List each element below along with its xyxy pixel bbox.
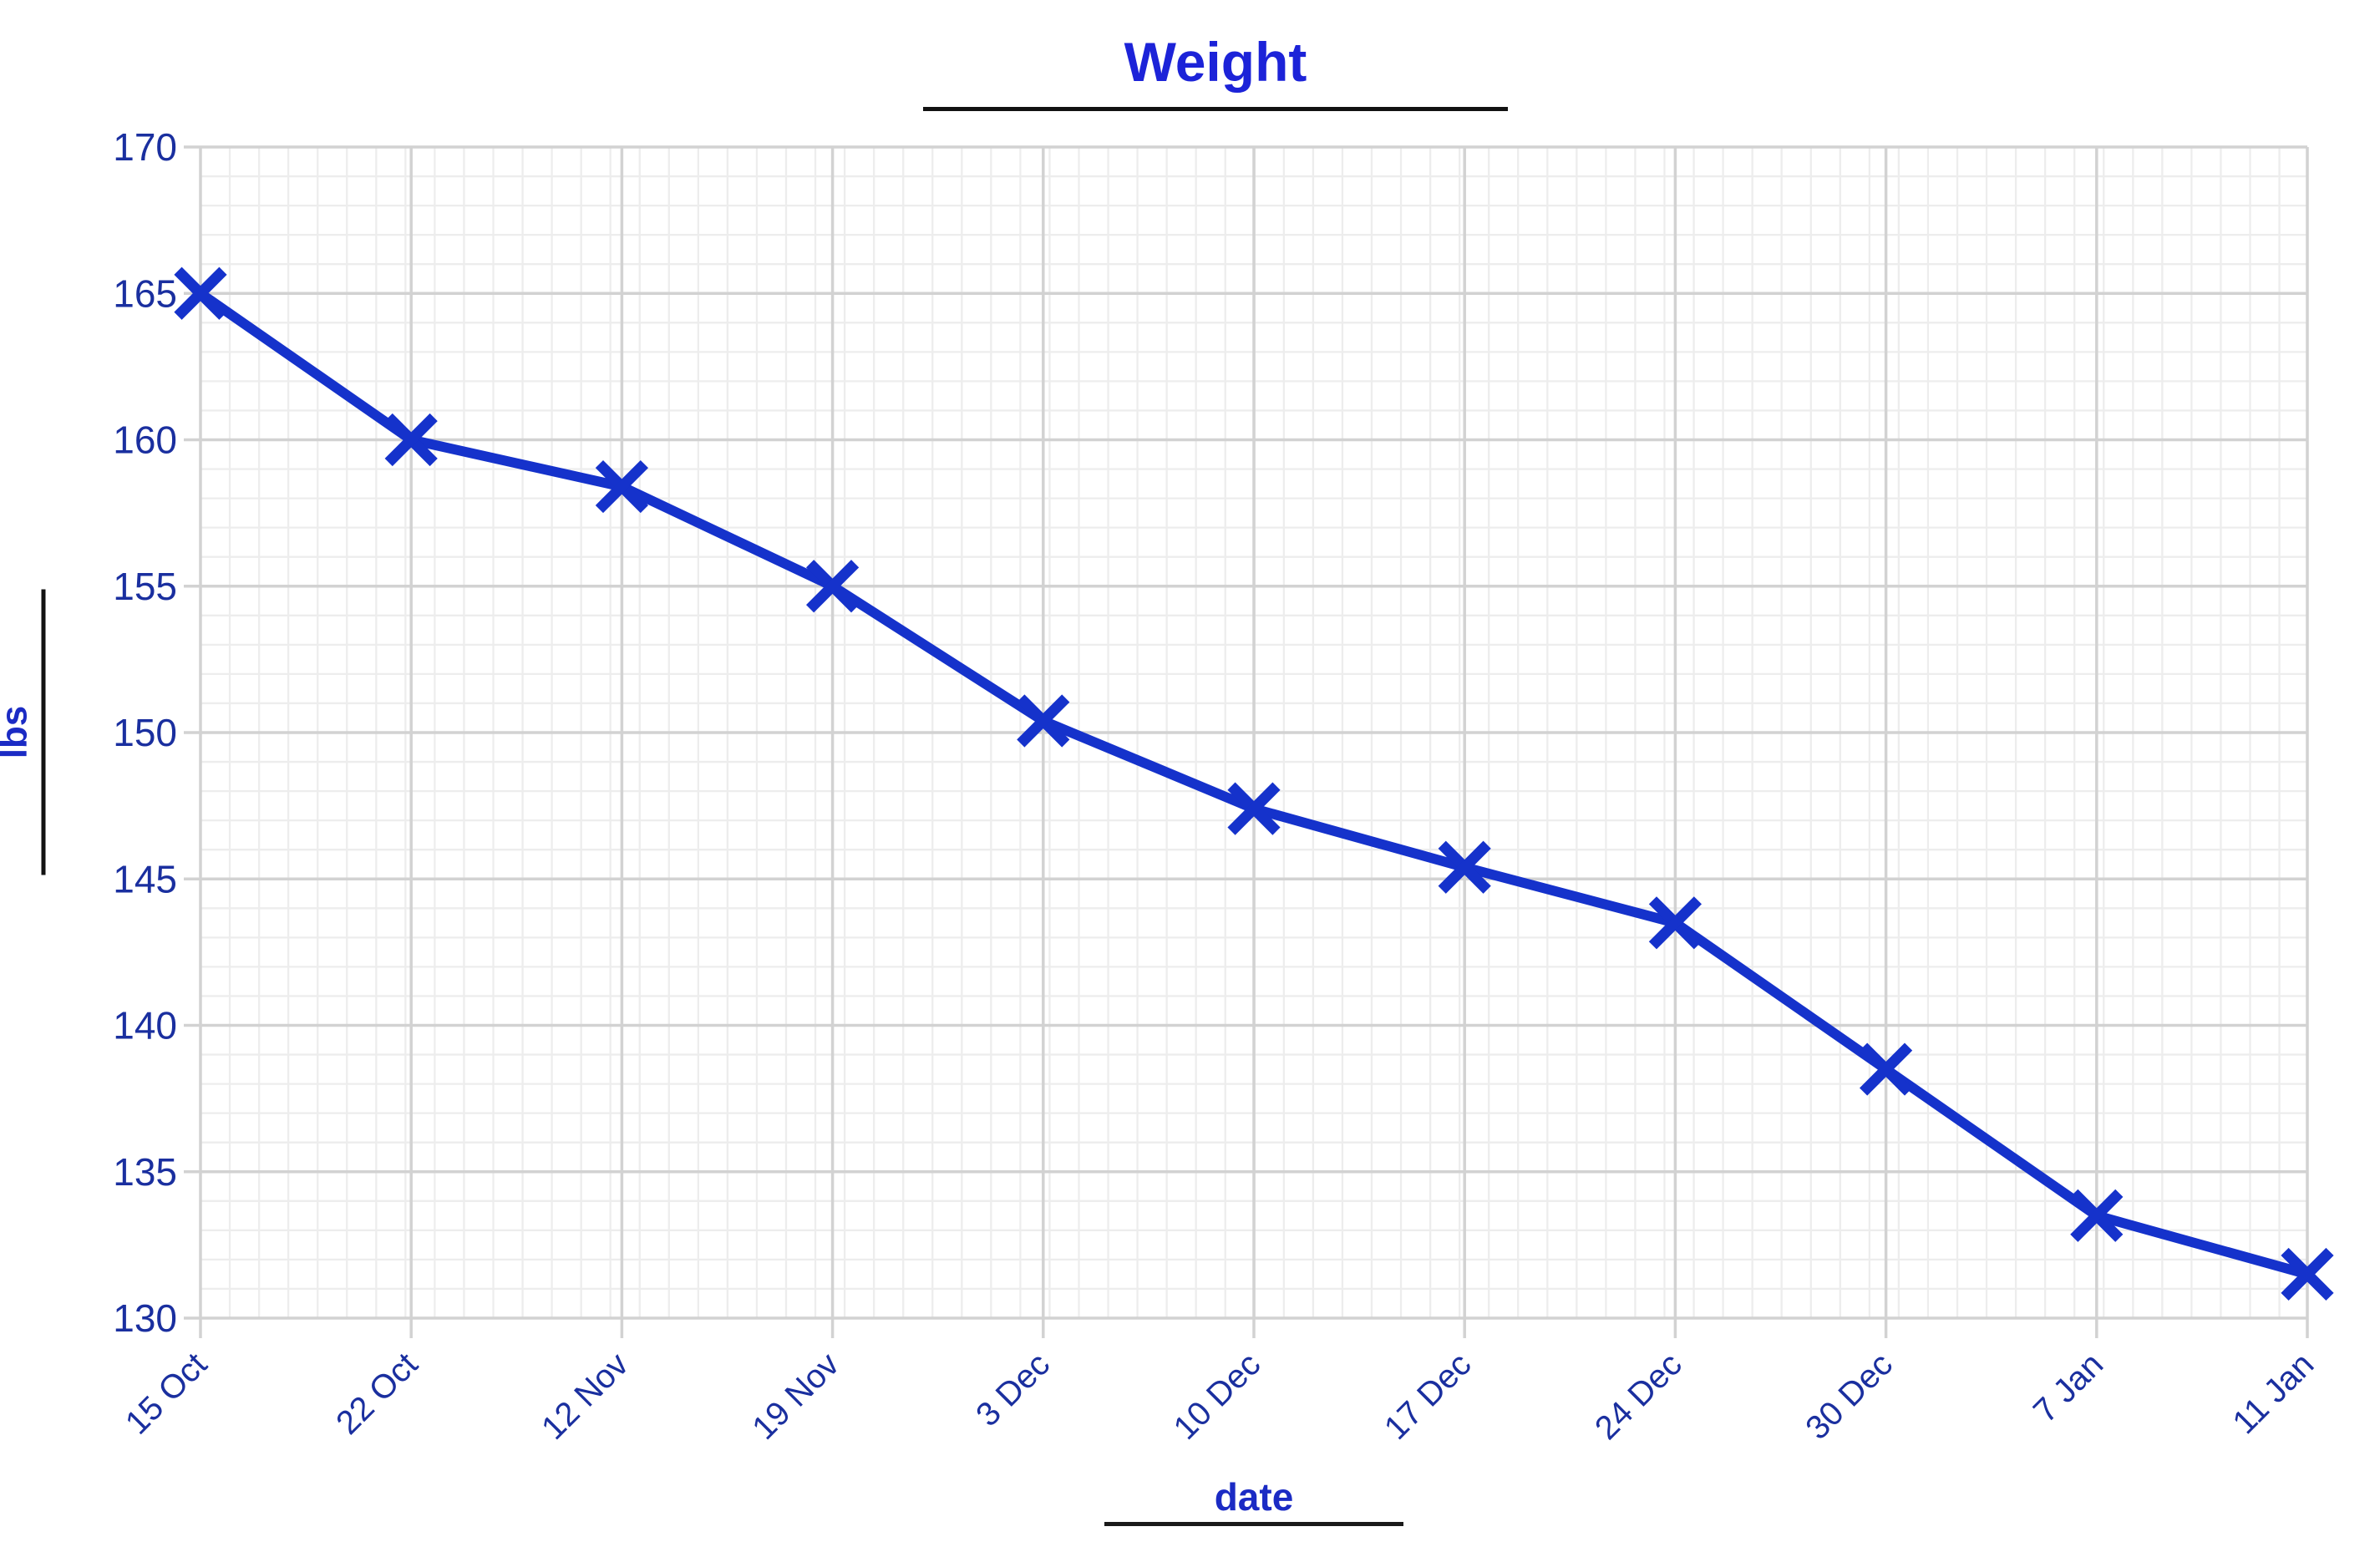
y-tick-labels: 130 135 140 145 150 155 160 165 170 (113, 125, 177, 1340)
xtick-label: 24 Dec (1588, 1346, 1689, 1447)
xtick-label: 7 Jan (2027, 1346, 2110, 1429)
chart-title-block: Weight (923, 22, 1508, 111)
x-axis-label: date (1104, 1475, 1403, 1526)
ytick-label: 160 (113, 418, 177, 462)
xtick-label: 30 Dec (1799, 1346, 1900, 1447)
ytick-label: 130 (113, 1296, 177, 1340)
y-axis-label-text: lbs (0, 705, 35, 759)
ytick-label: 155 (113, 565, 177, 608)
xtick-label: 10 Dec (1167, 1346, 1268, 1447)
xtick-label: 11 Jan (2225, 1346, 2321, 1441)
ytick-label: 135 (113, 1150, 177, 1194)
x-axis-label-text: date (1214, 1475, 1294, 1519)
y-axis-label: lbs (0, 589, 46, 875)
ytick-label: 140 (113, 1004, 177, 1047)
ytick-label: 165 (113, 271, 177, 315)
ytick-label: 150 (113, 711, 177, 754)
x-tick-labels: 15 Oct 22 Oct 12 Nov 19 Nov 3 Dec 10 Dec 17 De… (119, 1346, 2321, 1447)
xtick-label: 17 Dec (1378, 1346, 1479, 1447)
ytick-label: 145 (113, 857, 177, 900)
xtick-label: 15 Oct (119, 1346, 214, 1441)
xtick-label: 22 Oct (329, 1346, 424, 1441)
xtick-label: 12 Nov (535, 1346, 636, 1447)
xtick-label: 19 Nov (745, 1346, 846, 1447)
ytick-label: 170 (113, 125, 177, 169)
data-point-markers (174, 266, 2334, 1301)
chart-title: Weight (1124, 31, 1307, 93)
xtick-label: 3 Dec (969, 1346, 1057, 1433)
grid-major-lines (184, 145, 2309, 1338)
